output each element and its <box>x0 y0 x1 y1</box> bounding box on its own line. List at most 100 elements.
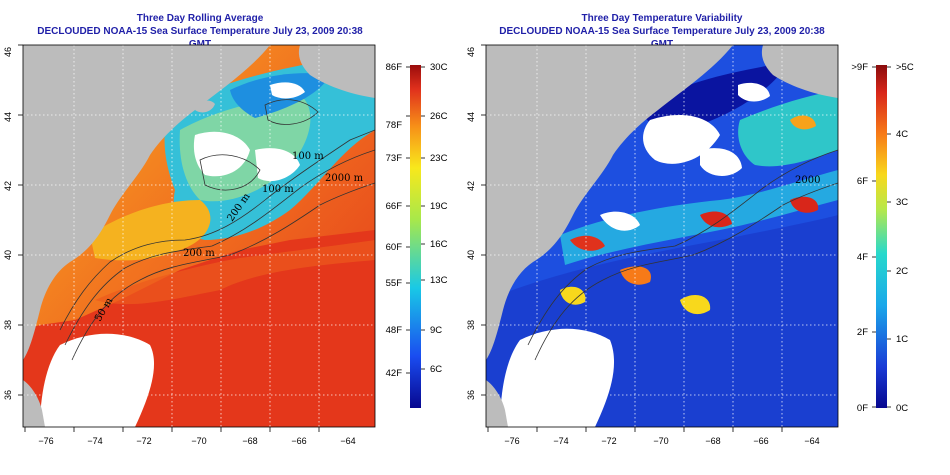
left-colorbar-ticks <box>406 66 425 374</box>
right-nodata-2 <box>700 148 742 176</box>
left-cbar-f-5: 55F <box>386 278 403 289</box>
right-lon-tick-2: −72 <box>601 436 616 446</box>
left-map-frame <box>22 44 376 428</box>
right-colorbar <box>876 65 887 408</box>
left-title-line1: Three Day Rolling Average <box>136 13 264 24</box>
right-title: Three Day Temperature Variability DECLOU… <box>497 12 827 51</box>
left-cbar-c-7: 6C <box>430 364 442 375</box>
left-axis-ticks <box>18 44 320 432</box>
right-cbar-c-1: 4C <box>896 129 908 140</box>
left-cbar-c-2: 23C <box>430 153 448 164</box>
left-cbar-c-0: 30C <box>430 62 448 73</box>
right-lat-tick-5: 36 <box>466 390 476 400</box>
left-contours <box>59 99 375 361</box>
right-lon-tick-0: −76 <box>504 436 519 446</box>
right-hotspot-6 <box>680 295 711 315</box>
left-contour-label-0: 100 m <box>292 151 324 162</box>
right-colorbar-ticks <box>872 66 891 408</box>
right-hotspot-4 <box>790 196 819 213</box>
left-cbar-c-5: 13C <box>430 275 448 286</box>
right-title-line1: Three Day Temperature Variability <box>581 13 743 24</box>
right-title-line2: DECLOUDED NOAA-15 Sea Surface Temperatur… <box>499 26 825 50</box>
left-cbar-c-6: 9C <box>430 325 442 336</box>
right-hotspot-7 <box>560 286 586 305</box>
right-cbar-f-2: 4F <box>857 252 868 263</box>
right-nodata-4 <box>600 211 640 231</box>
right-hotspot-5 <box>790 115 816 130</box>
right-lat-tick-3: 40 <box>466 250 476 260</box>
right-cbar-c-0: >5C <box>896 62 914 73</box>
left-lon-tick-0: −76 <box>38 436 53 446</box>
left-nodata-3 <box>270 82 305 99</box>
left-nodata-2 <box>255 148 300 182</box>
left-cbar-f-7: 42F <box>386 368 403 379</box>
left-gulfstream-band <box>95 240 375 305</box>
right-nodata-south <box>500 328 615 427</box>
left-nodata-south <box>40 333 155 427</box>
right-cbar-f-0: >9F <box>851 62 868 73</box>
left-lon-tick-4: −68 <box>242 436 257 446</box>
right-lon-tick-3: −70 <box>653 436 668 446</box>
right-map: 2000 <box>486 45 838 427</box>
left-lon-tick-1: −74 <box>87 436 102 446</box>
left-cbar-c-4: 16C <box>430 239 448 250</box>
left-land-mainland <box>23 45 270 360</box>
right-lon-tick-6: −64 <box>804 436 819 446</box>
left-cbar-f-6: 48F <box>386 325 403 336</box>
left-contour-label-1: 2000 m <box>325 173 364 184</box>
right-hotspot-2 <box>620 266 651 285</box>
left-land-nova-scotia <box>298 45 375 98</box>
right-land-mainland <box>486 45 733 360</box>
left-lat-tick-3: 40 <box>3 250 13 260</box>
right-shelf-dark <box>640 62 790 130</box>
left-lon-tick-6: −64 <box>340 436 355 446</box>
right-land-south <box>486 380 508 427</box>
right-hotspot-1 <box>570 235 605 251</box>
right-lat-tick-0: 46 <box>466 47 476 57</box>
right-gridlines <box>486 45 838 427</box>
right-axis-ticks <box>481 44 783 432</box>
left-lat-tick-2: 42 <box>3 181 13 191</box>
left-cbar-f-4: 60F <box>386 242 403 253</box>
right-mid-ne <box>738 90 838 167</box>
right-lat-tick-1: 44 <box>466 112 476 122</box>
left-contour-label-2: 100 m <box>262 184 294 195</box>
right-contour-label-0: 2000 <box>795 175 820 186</box>
left-cbar-f-1: 78F <box>386 120 403 131</box>
left-lat-tick-1: 44 <box>3 112 13 122</box>
left-lon-tick-5: −66 <box>291 436 306 446</box>
right-nodata-3 <box>738 82 770 102</box>
left-cbar-f-2: 73F <box>386 153 403 164</box>
left-colorbar <box>410 65 421 408</box>
right-hotspot-3 <box>700 211 732 228</box>
right-land-nova-scotia <box>761 45 838 98</box>
right-cbar-f-4: 0F <box>857 403 868 414</box>
right-lat-tick-2: 42 <box>466 181 476 191</box>
right-cbar-f-3: 2F <box>857 327 868 338</box>
left-map: 100 m 2000 m 100 m 200 m 200 m 50 m <box>23 45 375 427</box>
right-map-frame <box>485 44 839 428</box>
left-title-line2: DECLOUDED NOAA-15 Sea Surface Temperatur… <box>37 26 363 50</box>
left-gridlines <box>23 45 375 427</box>
right-lon-tick-1: −74 <box>553 436 568 446</box>
left-cbar-f-3: 66F <box>386 201 403 212</box>
left-shelf-warm <box>90 200 211 261</box>
left-cbar-c-1: 26C <box>430 111 448 122</box>
right-cbar-c-5: 0C <box>896 403 908 414</box>
left-cbar-c-3: 19C <box>430 201 448 212</box>
left-lon-tick-2: −72 <box>136 436 151 446</box>
left-contour-label-4: 200 m <box>183 248 215 259</box>
left-lat-tick-5: 36 <box>3 390 13 400</box>
right-cbar-c-4: 1C <box>896 334 908 345</box>
right-lat-tick-4: 38 <box>466 320 476 330</box>
left-title: Three Day Rolling Average DECLOUDED NOAA… <box>35 12 365 51</box>
right-cbar-c-2: 3C <box>896 197 908 208</box>
left-nodata-1 <box>193 131 250 177</box>
left-cbar-f-0: 86F <box>386 62 403 73</box>
left-lat-tick-4: 38 <box>3 320 13 330</box>
left-lon-tick-3: −70 <box>191 436 206 446</box>
right-lon-tick-5: −66 <box>753 436 768 446</box>
left-land-south <box>23 380 45 427</box>
right-lon-tick-4: −68 <box>705 436 720 446</box>
